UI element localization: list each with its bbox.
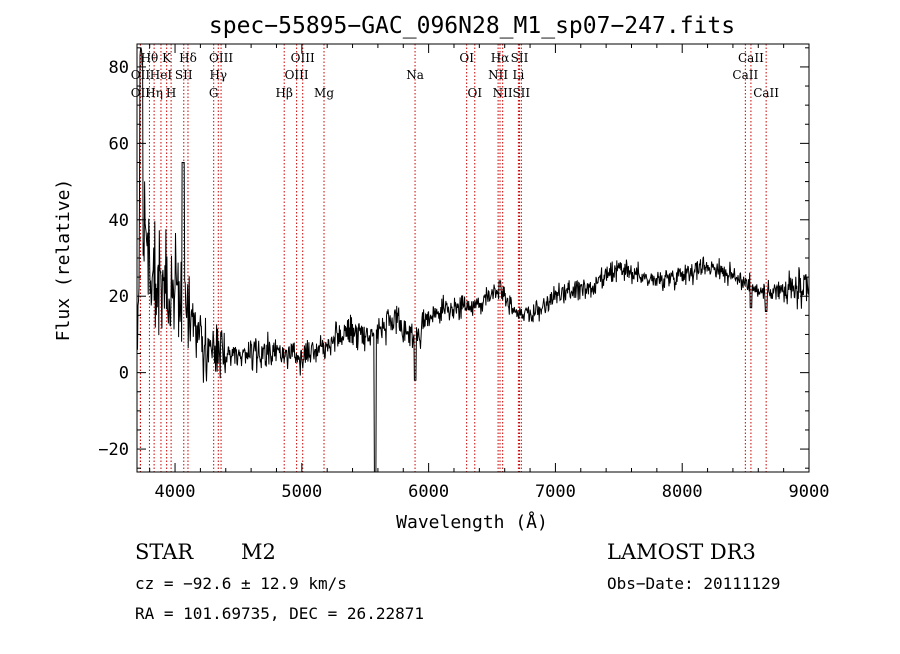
line-marker-label: OIII bbox=[291, 51, 315, 65]
y-tick-label: −20 bbox=[98, 440, 129, 460]
emission-line-markers bbox=[139, 44, 767, 472]
line-marker-label: Hδ bbox=[179, 51, 197, 65]
line-marker-label: H bbox=[166, 86, 176, 100]
line-marker-label: OIII bbox=[285, 68, 309, 82]
line-marker-label: OII bbox=[131, 68, 151, 82]
line-marker-label: Hθ bbox=[141, 51, 159, 65]
line-marker-label: K bbox=[162, 51, 172, 65]
line-marker-label: OIII bbox=[209, 51, 233, 65]
y-tick-label: 80 bbox=[109, 58, 129, 78]
line-marker-label: CaII bbox=[753, 86, 779, 100]
line-marker-label: Li bbox=[512, 68, 524, 82]
line-marker-label: Hα bbox=[491, 51, 510, 65]
x-tick-label: 6000 bbox=[408, 482, 449, 502]
y-axis-ticks: −20 0 20 40 60 80 bbox=[98, 47, 809, 469]
line-marker-label: Hβ bbox=[276, 86, 293, 100]
survey-name: LAMOST DR3 bbox=[607, 540, 756, 564]
y-tick-label: 20 bbox=[109, 287, 129, 307]
line-marker-label: Hγ bbox=[209, 68, 227, 82]
sky-coordinates: RA = 101.69735, DEC = 26.22871 bbox=[135, 604, 424, 623]
object-class: STAR bbox=[135, 540, 194, 564]
line-marker-label: NII bbox=[493, 86, 513, 100]
line-marker-label: Na bbox=[406, 68, 424, 82]
line-marker-label: CaII bbox=[738, 51, 764, 65]
line-marker-label: SII bbox=[511, 51, 529, 65]
line-marker-label: OI bbox=[459, 51, 474, 65]
x-tick-label: 4000 bbox=[155, 482, 196, 502]
y-tick-label: 60 bbox=[109, 134, 129, 154]
y-axis-label: Flux (relative) bbox=[53, 179, 74, 342]
spectrum-line bbox=[136, 47, 810, 473]
x-axis-ticks: 4000 5000 6000 7000 8000 9000 bbox=[149, 44, 830, 502]
y-tick-label: 40 bbox=[109, 211, 129, 231]
x-tick-label: 8000 bbox=[662, 482, 703, 502]
y-tick-label: 0 bbox=[119, 364, 129, 384]
object-subclass: M2 bbox=[241, 540, 276, 564]
x-tick-label: 5000 bbox=[281, 482, 322, 502]
line-marker-label: OI bbox=[467, 86, 482, 100]
observation-date: Obs−Date: 20111129 bbox=[607, 574, 781, 593]
line-marker-label: SII bbox=[512, 86, 530, 100]
line-marker-label: OII bbox=[131, 86, 151, 100]
x-axis-label: Wavelength (Å) bbox=[396, 511, 548, 533]
x-tick-label: 7000 bbox=[535, 482, 576, 502]
chart-title: spec−55895−GAC_096N28_M1_sp07−247.fits bbox=[209, 13, 735, 39]
line-marker-label: HeI bbox=[150, 68, 173, 82]
line-marker-label: CaII bbox=[732, 68, 758, 82]
line-marker-label: G bbox=[209, 86, 219, 100]
line-marker-label: SII bbox=[175, 68, 193, 82]
x-tick-label: 9000 bbox=[789, 482, 830, 502]
line-marker-label: NII bbox=[488, 68, 508, 82]
line-marker-label: Mg bbox=[314, 86, 334, 100]
redshift-velocity: cz = −92.6 ± 12.9 km/s bbox=[135, 574, 347, 593]
plot-frame bbox=[136, 43, 810, 473]
line-marker-label: Hη bbox=[145, 86, 163, 100]
